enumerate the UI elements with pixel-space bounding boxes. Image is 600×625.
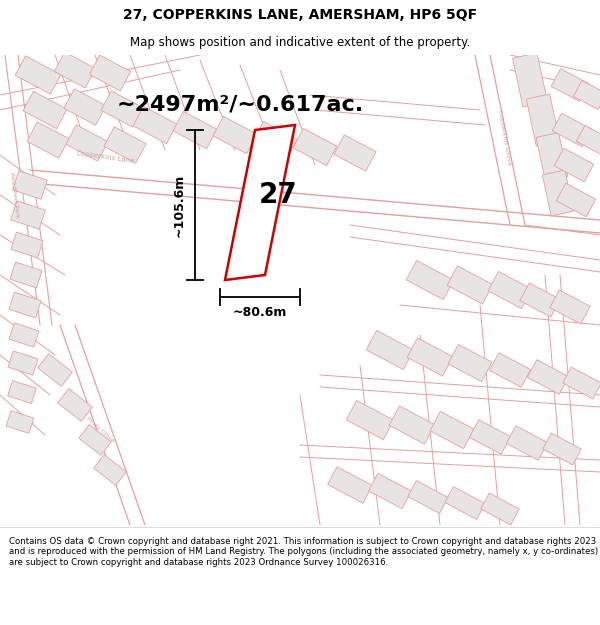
Polygon shape: [328, 467, 373, 503]
Polygon shape: [520, 283, 560, 317]
Polygon shape: [213, 116, 257, 154]
Text: ~105.6m: ~105.6m: [173, 173, 185, 237]
Polygon shape: [64, 89, 106, 125]
Polygon shape: [79, 424, 111, 456]
Polygon shape: [542, 170, 574, 216]
Polygon shape: [58, 389, 92, 421]
Polygon shape: [11, 232, 43, 258]
Polygon shape: [574, 81, 600, 109]
Polygon shape: [366, 331, 414, 369]
Polygon shape: [346, 401, 394, 439]
Text: 27, COPPERKINS LANE, AMERSHAM, HP6 5QF: 27, COPPERKINS LANE, AMERSHAM, HP6 5QF: [123, 8, 477, 22]
Polygon shape: [15, 56, 61, 94]
Polygon shape: [481, 493, 519, 525]
Polygon shape: [488, 271, 532, 309]
Polygon shape: [563, 367, 600, 399]
Polygon shape: [23, 91, 67, 129]
Polygon shape: [10, 262, 42, 288]
Polygon shape: [506, 426, 548, 460]
Polygon shape: [490, 352, 530, 388]
Polygon shape: [38, 354, 73, 386]
Polygon shape: [9, 292, 41, 318]
Polygon shape: [133, 106, 177, 144]
Polygon shape: [536, 132, 568, 181]
Polygon shape: [543, 433, 581, 465]
Polygon shape: [104, 127, 146, 163]
Polygon shape: [448, 344, 492, 382]
Text: Map shows position and indicative extent of the property.: Map shows position and indicative extent…: [130, 36, 470, 49]
Polygon shape: [334, 135, 376, 171]
Polygon shape: [577, 126, 600, 154]
Text: Copperkins Grove: Copperkins Grove: [497, 109, 511, 165]
Polygon shape: [551, 69, 589, 101]
Polygon shape: [94, 454, 126, 486]
Polygon shape: [512, 53, 547, 107]
Text: Woodfield Park: Woodfield Park: [8, 171, 19, 219]
Polygon shape: [430, 411, 474, 449]
Polygon shape: [445, 487, 485, 519]
Polygon shape: [8, 351, 38, 375]
Polygon shape: [66, 125, 108, 161]
Polygon shape: [556, 183, 596, 217]
Polygon shape: [293, 128, 337, 166]
Polygon shape: [527, 360, 569, 394]
Polygon shape: [253, 121, 297, 159]
Polygon shape: [550, 290, 590, 324]
Polygon shape: [469, 420, 511, 454]
Text: ~80.6m: ~80.6m: [233, 306, 287, 319]
Polygon shape: [389, 406, 435, 444]
Text: 27: 27: [259, 181, 298, 209]
Polygon shape: [552, 113, 592, 147]
Polygon shape: [55, 52, 95, 88]
Polygon shape: [27, 122, 69, 158]
Polygon shape: [6, 411, 34, 433]
Polygon shape: [173, 111, 217, 149]
Polygon shape: [526, 94, 560, 146]
Polygon shape: [408, 481, 448, 513]
Polygon shape: [554, 148, 594, 182]
Text: Copperkins Lane: Copperkins Lane: [76, 150, 134, 164]
Text: Contains OS data © Crown copyright and database right 2021. This information is : Contains OS data © Crown copyright and d…: [9, 537, 598, 567]
Polygon shape: [407, 338, 453, 376]
Polygon shape: [13, 171, 47, 199]
Text: Pines Close: Pines Close: [85, 416, 115, 444]
Polygon shape: [225, 125, 295, 280]
Polygon shape: [406, 261, 454, 299]
Polygon shape: [89, 55, 131, 91]
Polygon shape: [368, 473, 412, 509]
Polygon shape: [101, 91, 143, 127]
Polygon shape: [447, 266, 493, 304]
Polygon shape: [8, 381, 37, 404]
Polygon shape: [11, 201, 46, 229]
Polygon shape: [9, 323, 39, 347]
Text: ~2497m²/~0.617ac.: ~2497m²/~0.617ac.: [116, 95, 364, 115]
